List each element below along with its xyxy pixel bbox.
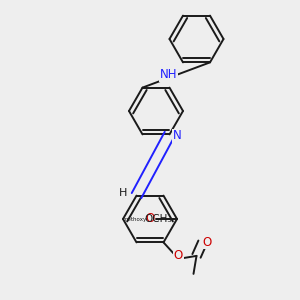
Text: methoxy: methoxy <box>123 217 147 221</box>
Text: O: O <box>202 236 211 249</box>
Text: H: H <box>119 188 127 198</box>
Text: N: N <box>172 129 182 142</box>
Text: O: O <box>145 212 154 226</box>
Text: NH: NH <box>160 68 178 82</box>
Text: OCH₃: OCH₃ <box>144 214 172 224</box>
Text: O: O <box>174 249 183 262</box>
